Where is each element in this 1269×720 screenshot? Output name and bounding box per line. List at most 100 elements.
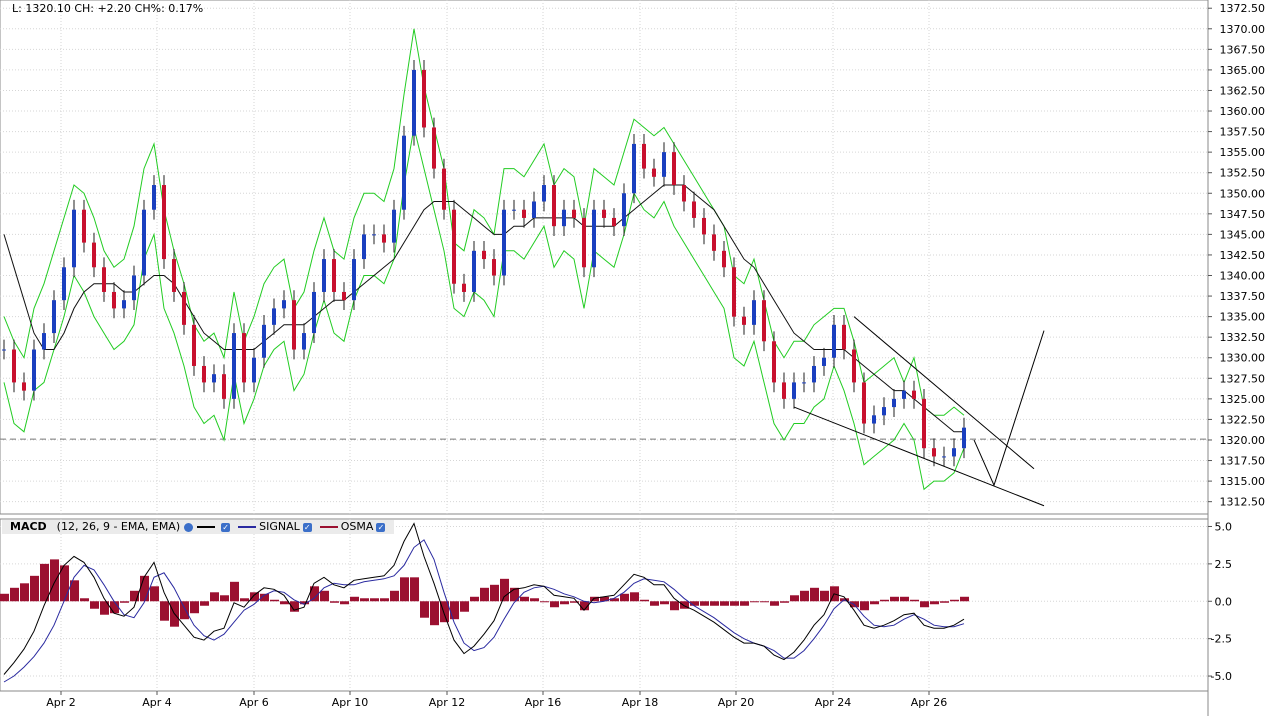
macd-legend-params: (12, 26, 9 - EMA, EMA) (56, 520, 181, 533)
candle-up (252, 357, 256, 383)
price-axis-label: 1360.00 (1220, 105, 1266, 118)
osma-bar (820, 590, 829, 602)
candle-up (512, 209, 516, 211)
candle-down (702, 217, 706, 235)
osma-bar (650, 601, 659, 606)
candle-up (72, 209, 76, 268)
settings-icon[interactable] (184, 522, 194, 532)
candle-up (592, 209, 596, 268)
macd-axis-label: 2.5 (1215, 558, 1233, 571)
candle-down (602, 209, 606, 218)
candle-up (62, 267, 66, 301)
candle-down (172, 259, 176, 292)
time-axis-label: Apr 4 (142, 696, 172, 709)
signal-visibility-checkbox-icon[interactable]: ✓ (302, 522, 312, 532)
candle-up (362, 234, 366, 260)
candle-down (692, 201, 696, 218)
osma-bar (260, 593, 269, 602)
osma-label: OSMA (340, 520, 374, 533)
candle-up (322, 259, 326, 292)
macd-legend-signal[interactable]: SIGNAL ✓ (234, 520, 312, 534)
signal-line-swatch (238, 526, 257, 528)
osma-bar (90, 601, 99, 609)
candle-up (412, 69, 416, 136)
osma-bar (570, 601, 579, 603)
osma-bar (10, 587, 19, 602)
candle-up (262, 324, 266, 358)
price-axis-label: 1362.50 (1220, 84, 1266, 97)
osma-bar (320, 590, 329, 602)
osma-bar (470, 596, 479, 602)
price-axis-label: 1345.00 (1220, 228, 1266, 241)
macd-legend-osma[interactable]: OSMA ✓ (316, 520, 386, 534)
osma-bar (610, 598, 619, 602)
osma-bar (710, 601, 719, 606)
osma-bar (440, 601, 449, 623)
candle-up (2, 349, 6, 351)
osma-bar (150, 586, 159, 602)
osma-bar (930, 601, 939, 605)
osma-bar (300, 601, 309, 605)
candle-up (132, 275, 136, 301)
candle-down (682, 185, 686, 202)
candle-down (92, 242, 96, 268)
osma-bar (480, 587, 489, 602)
osma-bar (600, 596, 609, 602)
osma-bar (390, 590, 399, 602)
price-axis-label: 1312.50 (1220, 496, 1266, 509)
candle-up (502, 209, 506, 276)
candle-down (652, 168, 656, 177)
osma-bar (180, 601, 189, 620)
candle-down (82, 209, 86, 243)
price-axis-label: 1337.50 (1220, 290, 1266, 303)
time-axis-label: Apr 16 (525, 696, 562, 709)
candle-down (432, 127, 436, 169)
time-axis-label: Apr 12 (429, 696, 466, 709)
macd-legend-macd[interactable]: ✓ (193, 522, 231, 532)
osma-bar (730, 601, 739, 606)
candle-up (232, 333, 236, 399)
osma-bar (140, 575, 149, 602)
osma-bar (900, 596, 909, 602)
osma-bar (50, 559, 59, 602)
osma-bar (920, 601, 929, 608)
price-axis-label: 1320.00 (1220, 434, 1266, 447)
macd-axis-label: -5.0 (1211, 670, 1232, 683)
osma-visibility-checkbox-icon[interactable]: ✓ (376, 522, 386, 532)
osma-bar (700, 601, 709, 606)
candle-up (42, 333, 46, 350)
candle-down (722, 250, 726, 268)
moving-average-line (3, 184, 964, 433)
osma-bar (360, 598, 369, 602)
price-axis-label: 1357.50 (1220, 126, 1266, 139)
candle-down (732, 267, 736, 317)
candle-down (862, 382, 866, 424)
candle-up (872, 415, 876, 424)
osma-bar (280, 601, 289, 605)
candle-down (452, 209, 456, 284)
candle-up (282, 300, 286, 309)
candle-down (382, 234, 386, 243)
osma-bar (690, 601, 699, 606)
macd-visibility-checkbox-icon[interactable]: ✓ (221, 522, 231, 532)
osma-bar (210, 592, 219, 602)
price-axis-label: 1340.00 (1220, 270, 1266, 283)
osma-bar (720, 601, 729, 606)
candle-up (662, 152, 666, 177)
candle-down (292, 300, 296, 350)
candle-up (152, 185, 156, 210)
price-axis-label: 1322.50 (1220, 413, 1266, 426)
price-axis-label: 1325.00 (1220, 393, 1266, 406)
macd-legend: MACD (12, 26, 9 - EMA, EMA) ✓ SIGNAL ✓ O… (2, 520, 394, 534)
osma-bar (410, 577, 419, 602)
macd-legend-name: MACD (10, 520, 47, 533)
candle-down (102, 267, 106, 292)
candle-up (632, 143, 636, 194)
candle-up (52, 300, 56, 334)
price-axis-label: 1330.00 (1220, 352, 1266, 365)
osma-bar (780, 601, 789, 603)
candle-down (482, 250, 486, 260)
candle-up (142, 209, 146, 276)
osma-bar (490, 584, 499, 602)
